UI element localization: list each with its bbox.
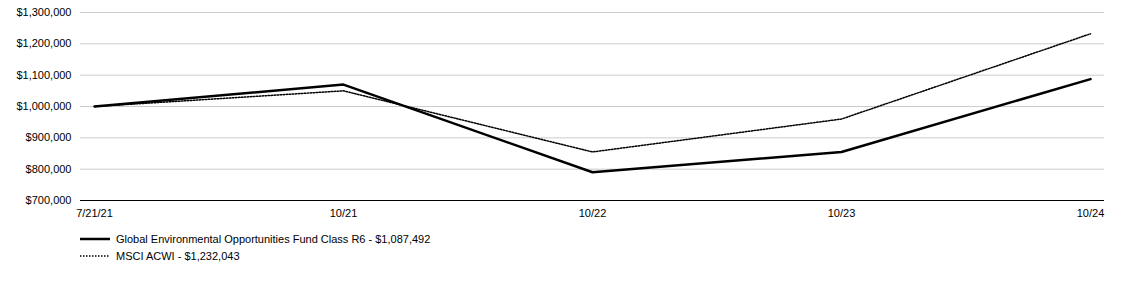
svg-text:$1,300,000: $1,300,000 xyxy=(16,6,71,18)
svg-text:$900,000: $900,000 xyxy=(26,131,72,143)
svg-text:10/24: 10/24 xyxy=(1077,207,1105,219)
svg-text:$700,000: $700,000 xyxy=(26,194,72,206)
svg-text:10/21: 10/21 xyxy=(330,207,358,219)
svg-text:7/21/21: 7/21/21 xyxy=(76,207,113,219)
html-text:Global Environmental Opportuni: Global Environmental Opportunities Fund … xyxy=(116,232,431,245)
svg-text:$1,100,000: $1,100,000 xyxy=(16,69,71,81)
svg-text:$800,000: $800,000 xyxy=(26,163,72,175)
svg-text:10/23: 10/23 xyxy=(828,207,856,219)
svg-text:$1,200,000: $1,200,000 xyxy=(16,37,71,49)
svg-text:10/22: 10/22 xyxy=(579,207,607,219)
svg-text:$1,000,000: $1,000,000 xyxy=(16,100,71,112)
html-text:MSCI ACWI - $1,232,043: MSCI ACWI - $1,232,043 xyxy=(116,249,240,262)
